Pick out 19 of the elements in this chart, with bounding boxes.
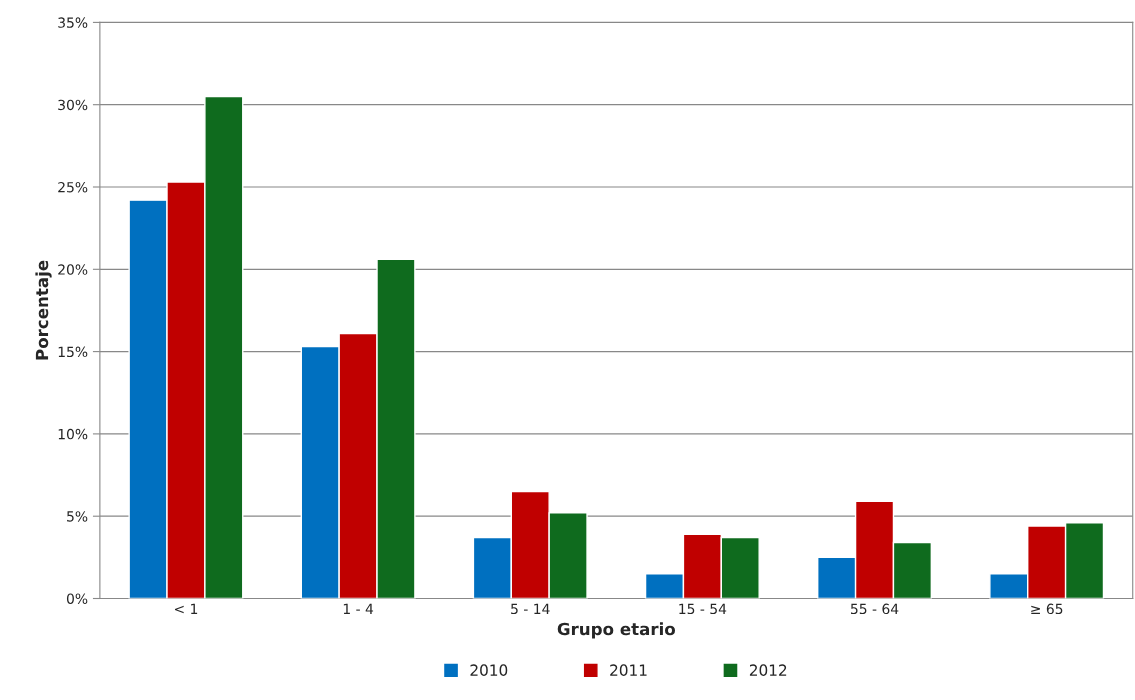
- y-tick-label: 35%: [58, 17, 88, 28]
- y-tick-label: 20%: [58, 264, 88, 275]
- x-tick-label: 1 - 4: [343, 603, 374, 614]
- y-axis-title: Porcentaje: [35, 260, 52, 360]
- x-tick-label: ≥ 65: [1031, 603, 1063, 615]
- y-tick-label: 30%: [58, 99, 88, 111]
- y-tick-label: 0%: [66, 593, 88, 604]
- legend-label: 2011: [610, 664, 647, 676]
- x-tick-label: 5 - 14: [511, 603, 550, 615]
- y-tick-label: 5%: [67, 511, 88, 522]
- x-tick-label: 15 - 54: [679, 603, 727, 615]
- legend-label: 2012: [749, 664, 787, 676]
- legend-label: 2010: [470, 664, 508, 676]
- y-tick-label: 15%: [58, 346, 88, 358]
- y-tick-label: 25%: [58, 181, 88, 193]
- x-axis-title: Grupo etario: [557, 622, 676, 639]
- y-tick-label: 10%: [58, 428, 88, 440]
- x-tick-label: 55 - 64: [851, 603, 899, 615]
- x-tick-label: < 1: [174, 603, 198, 614]
